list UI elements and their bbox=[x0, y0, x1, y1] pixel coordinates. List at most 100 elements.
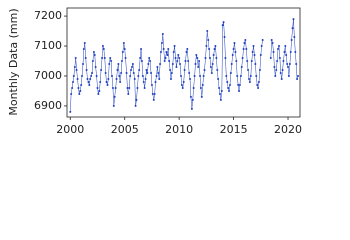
data-point bbox=[158, 77, 161, 80]
data-point bbox=[239, 74, 242, 77]
data-point bbox=[106, 83, 109, 86]
data-point bbox=[219, 98, 222, 101]
data-point bbox=[145, 68, 148, 71]
data-point bbox=[123, 48, 126, 51]
data-point bbox=[258, 68, 261, 71]
y-tick-label: 7100 bbox=[34, 39, 62, 52]
data-point bbox=[233, 42, 236, 45]
data-point bbox=[205, 45, 208, 48]
data-point bbox=[125, 71, 128, 74]
data-point bbox=[191, 98, 194, 101]
data-point bbox=[183, 68, 186, 71]
data-point bbox=[164, 57, 167, 60]
x-tick-label: 2000 bbox=[56, 123, 84, 136]
data-point bbox=[167, 48, 170, 51]
data-point bbox=[286, 62, 289, 65]
data-point bbox=[171, 62, 174, 65]
data-point bbox=[295, 62, 298, 65]
data-point bbox=[102, 48, 105, 51]
data-point bbox=[118, 74, 121, 77]
data-point bbox=[160, 42, 163, 45]
data-point bbox=[242, 48, 245, 51]
data-point bbox=[95, 74, 98, 77]
data-point bbox=[166, 54, 169, 57]
data-point bbox=[135, 98, 138, 101]
data-point bbox=[104, 71, 107, 74]
data-point bbox=[272, 51, 275, 54]
data-point bbox=[248, 77, 251, 80]
data-point bbox=[73, 65, 76, 68]
data-point bbox=[120, 71, 123, 74]
data-point bbox=[169, 77, 172, 80]
data-point bbox=[93, 54, 96, 57]
data-point bbox=[241, 57, 244, 60]
y-axis-label: Monthly Data (mm) bbox=[7, 8, 20, 115]
data-point bbox=[168, 60, 171, 63]
data-point bbox=[238, 89, 241, 92]
data-point bbox=[248, 80, 251, 83]
data-point bbox=[155, 74, 158, 77]
data-point bbox=[177, 54, 180, 57]
data-point bbox=[228, 83, 231, 86]
data-point bbox=[197, 65, 200, 68]
data-point bbox=[119, 80, 122, 83]
data-point bbox=[245, 48, 248, 51]
data-point bbox=[89, 77, 92, 80]
data-point bbox=[231, 54, 234, 57]
data-point bbox=[121, 51, 124, 54]
data-point bbox=[259, 54, 262, 57]
chart: Monthly Data (mm) 2000 2005 2010 2015 2020 69… bbox=[7, 7, 302, 136]
data-point bbox=[87, 80, 90, 83]
data-point bbox=[230, 62, 233, 65]
data-point bbox=[279, 71, 282, 74]
data-point bbox=[134, 104, 137, 107]
data-point bbox=[147, 62, 150, 65]
data-point bbox=[282, 60, 285, 63]
data-point bbox=[201, 83, 204, 86]
data-point bbox=[255, 74, 258, 77]
data-point bbox=[178, 57, 181, 60]
data-point bbox=[101, 57, 104, 60]
data-point bbox=[202, 74, 205, 77]
data-point bbox=[91, 71, 94, 74]
data-point bbox=[74, 57, 77, 60]
data-point bbox=[275, 68, 278, 71]
data-point bbox=[182, 80, 185, 83]
x-tick-label: 2020 bbox=[274, 123, 302, 136]
data-point bbox=[71, 80, 74, 83]
data-point bbox=[253, 54, 256, 57]
data-point bbox=[193, 74, 196, 77]
data-point bbox=[284, 45, 287, 48]
data-point bbox=[194, 62, 197, 65]
data-point bbox=[270, 39, 273, 42]
data-point bbox=[287, 74, 290, 77]
data-point bbox=[100, 68, 103, 71]
data-point bbox=[170, 71, 173, 74]
data-point bbox=[247, 68, 250, 71]
data-point bbox=[293, 36, 296, 39]
data-point bbox=[196, 57, 199, 60]
data-point bbox=[207, 39, 210, 42]
data-point bbox=[237, 83, 240, 86]
data-point bbox=[256, 83, 259, 86]
data-point bbox=[186, 48, 189, 51]
x-tick-label: 2010 bbox=[165, 123, 193, 136]
data-point bbox=[203, 68, 206, 71]
data-point bbox=[172, 51, 175, 54]
data-point bbox=[277, 48, 280, 51]
data-point bbox=[243, 42, 246, 45]
data-point bbox=[175, 65, 178, 68]
data-point bbox=[132, 71, 135, 74]
data-point bbox=[72, 74, 75, 77]
data-point bbox=[250, 60, 253, 63]
data-point bbox=[218, 86, 221, 89]
data-point bbox=[141, 74, 144, 77]
data-point bbox=[88, 83, 91, 86]
data-point bbox=[127, 92, 130, 95]
data-point bbox=[98, 89, 101, 92]
data-point bbox=[140, 48, 143, 51]
data-point bbox=[103, 57, 106, 60]
data-point bbox=[271, 42, 274, 45]
data-point bbox=[185, 51, 188, 54]
data-point bbox=[163, 60, 166, 63]
